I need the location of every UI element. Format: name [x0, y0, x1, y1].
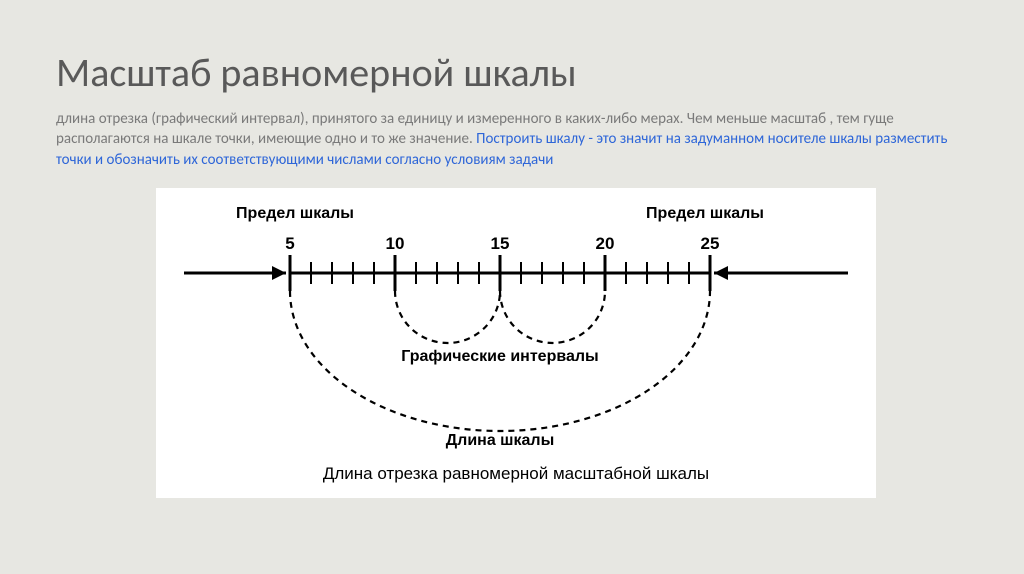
svg-text:Графические интервалы: Графические интервалы: [401, 348, 598, 365]
svg-text:Длина шкалы: Длина шкалы: [446, 432, 554, 449]
scale-svg: 5 10 15 20 25 Предел шкалы Предел шкалы Графиче…: [170, 198, 862, 453]
diagram-caption: Длина отрезка равномерной масштабной шка…: [170, 464, 862, 484]
svg-text:20: 20: [596, 234, 615, 253]
svg-text:Предел шкалы: Предел шкалы: [236, 205, 354, 222]
svg-text:Предел шкалы: Предел шкалы: [646, 205, 764, 222]
slide: Масштаб равномерной шкалы длина отрезка …: [0, 0, 1024, 530]
scale-svg-container: 5 10 15 20 25 Предел шкалы Предел шкалы Графиче…: [170, 198, 862, 458]
description-paragraph: длина отрезка (графический интервал), пр…: [56, 109, 968, 170]
svg-text:10: 10: [386, 234, 405, 253]
svg-text:25: 25: [701, 234, 720, 253]
svg-text:5: 5: [285, 234, 294, 253]
scale-diagram: 5 10 15 20 25 Предел шкалы Предел шкалы Графиче…: [156, 188, 876, 498]
page-title: Масштаб равномерной шкалы: [56, 48, 968, 97]
svg-text:15: 15: [491, 234, 510, 253]
